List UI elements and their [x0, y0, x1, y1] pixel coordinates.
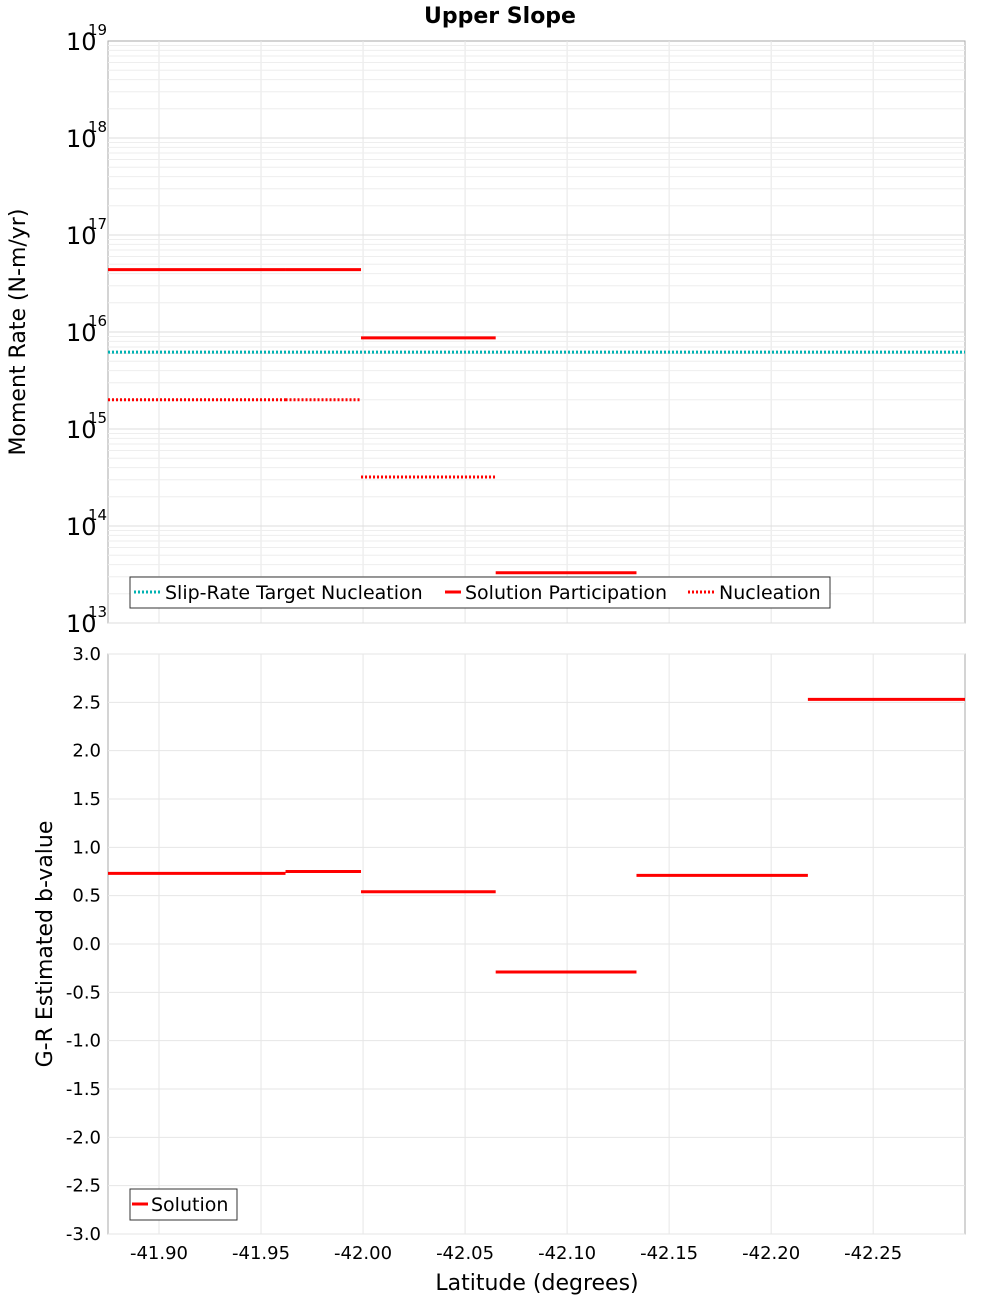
top-y-tick-label: 10 — [66, 125, 97, 153]
bottom-y-ticks: 3.0 2.5 2.0 1.5 1.0 0.5 0.0 -0.5 -1.0 -1.5 -2.0 -2.… — [66, 644, 101, 1245]
top-y-axis-label: Moment Rate (N-m/yr) — [6, 209, 31, 456]
legend-label-solution: Solution — [151, 1194, 228, 1216]
bottom-y-tick-label: -0.5 — [66, 982, 101, 1003]
x-tick-label: -42.25 — [844, 1243, 902, 1264]
legend-label-solution-participation: Solution Participation — [465, 582, 667, 604]
bottom-y-tick-label: 2.0 — [72, 741, 101, 762]
bottom-y-tick-label: -3.0 — [66, 1224, 101, 1245]
bottom-y-tick-label: -2.0 — [66, 1127, 101, 1148]
bottom-legend: Solution — [129, 1188, 238, 1221]
x-tick-label: -42.00 — [334, 1243, 392, 1264]
bottom-x-ticks: -41.90 -41.95 -42.00 -42.05 -42.10 -42.15 -42.… — [130, 1243, 902, 1264]
legend-label-slip-rate-target: Slip-Rate Target Nucleation — [165, 582, 423, 604]
legend-label-nucleation: Nucleation — [719, 582, 821, 604]
bottom-y-tick-label: 0.0 — [72, 934, 101, 955]
top-y-tick-label: 10 — [66, 610, 97, 638]
x-tick-label: -42.20 — [742, 1243, 800, 1264]
top-y-tick-exponent: 14 — [88, 506, 107, 524]
top-y-tick-exponent: 17 — [88, 215, 107, 233]
bottom-y-tick-label: 1.5 — [72, 789, 101, 810]
top-y-tick-label: 10 — [66, 222, 97, 250]
bottom-y-tick-label: -1.5 — [66, 1079, 101, 1100]
x-tick-label: -42.15 — [640, 1243, 698, 1264]
x-axis-label: Latitude (degrees) — [435, 1271, 638, 1296]
bottom-y-tick-label: 3.0 — [72, 644, 101, 665]
top-y-tick-label: 10 — [66, 28, 97, 56]
top-legend: Slip-Rate Target Nucleation Solution Par… — [129, 576, 831, 609]
bottom-y-axis-label: G-R Estimated b-value — [33, 821, 58, 1068]
x-tick-label: -42.10 — [538, 1243, 596, 1264]
x-tick-label: -42.05 — [436, 1243, 494, 1264]
bottom-y-tick-label: 1.0 — [72, 837, 101, 858]
bottom-y-tick-label: 2.5 — [72, 692, 101, 713]
x-tick-label: -41.90 — [130, 1243, 188, 1264]
top-y-tick-exponent: 13 — [88, 603, 107, 621]
chart-title: Upper Slope — [424, 4, 576, 29]
x-tick-label: -41.95 — [232, 1243, 290, 1264]
bottom-series — [108, 697, 965, 974]
top-series — [108, 268, 965, 575]
bottom-y-tick-label: 0.5 — [72, 886, 101, 907]
bottom-y-tick-label: -1.0 — [66, 1031, 101, 1052]
top-y-tick-label: 10 — [66, 319, 97, 347]
top-y-tick-label: 10 — [66, 513, 97, 541]
top-y-tick-exponent: 19 — [88, 21, 107, 39]
bottom-y-tick-label: -2.5 — [66, 1176, 101, 1197]
top-y-tick-exponent: 16 — [88, 312, 107, 330]
top-y-tick-label: 10 — [66, 416, 97, 444]
top-y-tick-exponent: 18 — [88, 118, 107, 136]
top-y-tick-exponent: 15 — [88, 409, 107, 427]
bottom-grid — [108, 653, 965, 1235]
bottom-panel: 3.0 2.5 2.0 1.5 1.0 0.5 0.0 -0.5 -1.0 -1.5 -2.0 -2.… — [33, 644, 966, 1296]
